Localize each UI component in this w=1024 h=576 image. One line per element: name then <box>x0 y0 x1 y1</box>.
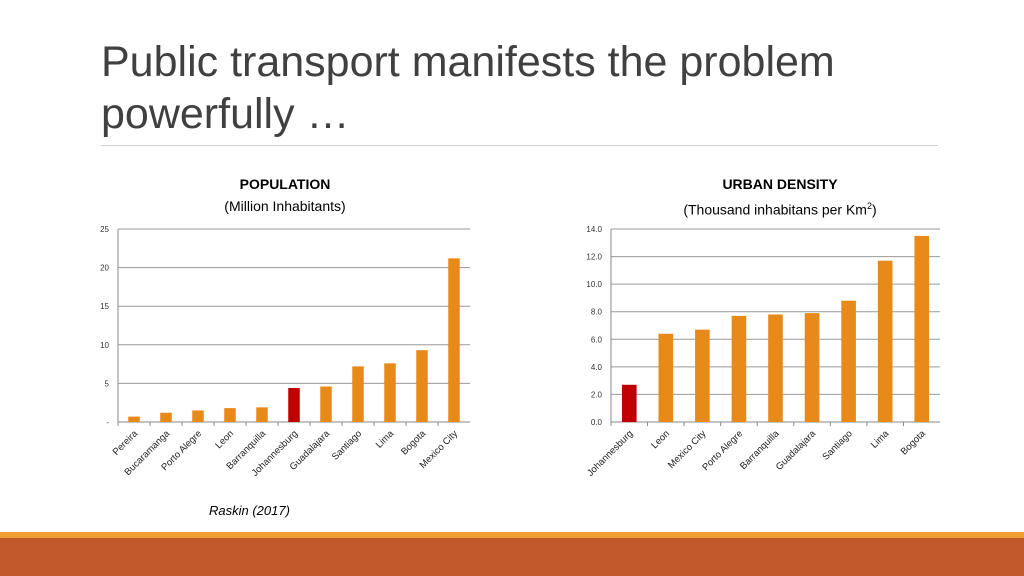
bar-leon <box>224 408 236 422</box>
y-tick-label: 6.0 <box>591 335 603 344</box>
bar-johannesburg <box>288 388 300 422</box>
bar-porto-alegre <box>731 315 747 422</box>
chart-subtitle: (Million Inhabitants) <box>224 198 346 214</box>
x-tick-label: Bogota <box>899 428 929 458</box>
footer-band <box>0 538 1024 576</box>
y-tick-label: 2.0 <box>591 390 603 399</box>
x-tick-label: Santiago <box>330 428 364 462</box>
bar-lima <box>384 363 396 422</box>
x-tick-label: Johannesburg <box>585 428 635 478</box>
chart-title: URBAN DENSITY <box>722 176 838 192</box>
chart-subtitle-end: ) <box>872 201 877 218</box>
y-tick-label: 8.0 <box>591 308 603 317</box>
bar-porto-alegre <box>192 410 204 422</box>
x-tick-label: Leon <box>649 428 672 451</box>
chart-subtitle: (Thousand inhabitans per Km <box>683 201 867 218</box>
bar-lima <box>877 260 893 422</box>
y-tick-label: 12.0 <box>586 253 602 262</box>
footer-band-top <box>0 532 1024 538</box>
bar-santiago <box>841 300 856 422</box>
x-tick-label: Pereira <box>111 428 141 458</box>
population-chart-title: POPULATION (Million Inhabitants) <box>185 173 385 217</box>
x-tick-label: Guadalajara <box>774 428 819 473</box>
title-line-1: Public transport manifests the problem <box>101 38 835 86</box>
bar-bucaramanga <box>160 412 172 422</box>
chart-title: POPULATION <box>239 176 331 192</box>
bar-barranquilla <box>256 407 268 422</box>
bar-bogota <box>416 350 428 422</box>
y-tick-label: 15 <box>100 302 109 311</box>
y-tick-label: 10.0 <box>586 280 602 289</box>
y-tick-label: 25 <box>100 225 109 234</box>
bar-leon <box>658 333 674 422</box>
superscript: 2 <box>866 201 872 211</box>
bar-mexico-city <box>695 329 710 422</box>
bar-barranquilla <box>768 314 783 422</box>
x-tick-label: Santiago <box>820 428 854 462</box>
y-tick-label: - <box>106 418 109 427</box>
y-tick-label: 0.0 <box>591 418 603 427</box>
bar-pereira <box>128 416 140 422</box>
x-tick-label: Lima <box>869 428 892 451</box>
y-tick-label: 10 <box>100 341 109 350</box>
bar-guadalajara <box>804 313 820 422</box>
density-chart-title: URBAN DENSITY (Thousand inhabitans per K… <box>630 173 930 221</box>
bar-mexico-city <box>448 258 460 422</box>
y-tick-label: 5 <box>105 379 110 388</box>
x-tick-label: Bogota <box>399 428 429 458</box>
x-tick-label: Lima <box>374 428 397 451</box>
slide-title: Public transport manifests the problem p… <box>101 36 835 140</box>
y-tick-label: 20 <box>100 264 109 273</box>
y-tick-label: 14.0 <box>586 225 602 234</box>
x-tick-label: Leon <box>213 428 236 451</box>
title-line-2: powerfully … <box>101 90 350 138</box>
title-divider <box>101 145 938 146</box>
bar-guadalajara <box>320 386 332 422</box>
source-citation: Raskin (2017) <box>209 503 290 518</box>
bar-bogota <box>914 235 930 422</box>
y-tick-label: 4.0 <box>591 363 603 372</box>
bar-johannesburg <box>621 384 637 422</box>
bar-santiago <box>352 366 364 422</box>
